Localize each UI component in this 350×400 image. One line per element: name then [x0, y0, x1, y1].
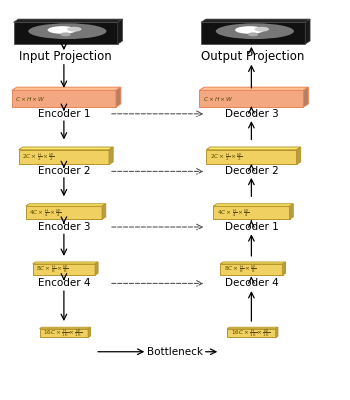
- Polygon shape: [33, 262, 98, 264]
- Polygon shape: [201, 22, 305, 44]
- Text: Output Projection: Output Projection: [202, 50, 305, 63]
- Polygon shape: [199, 87, 308, 90]
- Text: Encoder 1: Encoder 1: [38, 109, 90, 119]
- Ellipse shape: [61, 32, 71, 36]
- Text: $4C \times \frac{H}{4} \times \frac{W}{4}$: $4C \times \frac{H}{4} \times \frac{W}{4…: [217, 207, 249, 219]
- Ellipse shape: [216, 23, 294, 39]
- Text: Decoder 4: Decoder 4: [224, 278, 278, 288]
- Polygon shape: [199, 90, 303, 107]
- Ellipse shape: [48, 26, 77, 34]
- Polygon shape: [276, 327, 278, 338]
- Polygon shape: [118, 19, 122, 44]
- Polygon shape: [206, 147, 301, 150]
- Polygon shape: [227, 329, 276, 338]
- Polygon shape: [14, 22, 118, 44]
- Polygon shape: [40, 329, 88, 338]
- Text: $8C \times \frac{H}{8} \times \frac{W}{8}$: $8C \times \frac{H}{8} \times \frac{W}{8…: [36, 264, 68, 276]
- Text: $C \times H \times W$: $C \times H \times W$: [203, 95, 234, 103]
- Polygon shape: [220, 262, 286, 264]
- Polygon shape: [303, 87, 308, 107]
- Text: $16C \times \frac{H}{16} \times \frac{W}{16}$: $16C \times \frac{H}{16} \times \frac{W}…: [43, 327, 82, 339]
- Ellipse shape: [235, 26, 264, 34]
- Polygon shape: [227, 327, 278, 329]
- Polygon shape: [296, 147, 301, 164]
- Polygon shape: [289, 204, 293, 219]
- Polygon shape: [12, 90, 116, 107]
- Polygon shape: [305, 19, 310, 44]
- Text: $8C \times \frac{H}{8} \times \frac{W}{8}$: $8C \times \frac{H}{8} \times \frac{W}{8…: [224, 264, 256, 276]
- Polygon shape: [283, 262, 286, 275]
- Text: $4C \times \frac{H}{4} \times \frac{W}{4}$: $4C \times \frac{H}{4} \times \frac{W}{4…: [29, 207, 62, 219]
- Text: Encoder 4: Encoder 4: [38, 278, 90, 288]
- Polygon shape: [14, 19, 122, 22]
- Polygon shape: [213, 206, 289, 219]
- Text: Input Projection: Input Projection: [19, 50, 112, 63]
- Text: $C \times H \times W$: $C \times H \times W$: [15, 95, 46, 103]
- Polygon shape: [109, 147, 113, 164]
- Ellipse shape: [67, 27, 82, 32]
- Polygon shape: [102, 204, 106, 219]
- Ellipse shape: [248, 32, 258, 36]
- Polygon shape: [213, 204, 293, 206]
- Polygon shape: [19, 150, 109, 164]
- Polygon shape: [95, 262, 98, 275]
- Polygon shape: [40, 327, 90, 329]
- Text: $2C \times \frac{H}{2} \times \frac{W}{2}$: $2C \times \frac{H}{2} \times \frac{W}{2…: [22, 151, 55, 163]
- Polygon shape: [201, 19, 310, 22]
- Text: Encoder 2: Encoder 2: [38, 166, 90, 176]
- Polygon shape: [88, 327, 90, 338]
- Polygon shape: [26, 206, 102, 219]
- Polygon shape: [220, 264, 283, 275]
- Text: Encoder 3: Encoder 3: [38, 222, 90, 232]
- Text: Decoder 3: Decoder 3: [224, 109, 278, 119]
- Text: Decoder 2: Decoder 2: [224, 166, 278, 176]
- Text: Decoder 1: Decoder 1: [224, 222, 278, 232]
- Polygon shape: [26, 204, 106, 206]
- Text: Bottleneck: Bottleneck: [147, 347, 203, 357]
- Polygon shape: [12, 87, 121, 90]
- Polygon shape: [116, 87, 121, 107]
- Ellipse shape: [28, 23, 106, 39]
- Polygon shape: [19, 147, 113, 150]
- Ellipse shape: [254, 27, 269, 32]
- Polygon shape: [33, 264, 95, 275]
- Text: $16C \times \frac{H}{16} \times \frac{W}{16}$: $16C \times \frac{H}{16} \times \frac{W}…: [231, 327, 270, 339]
- Polygon shape: [206, 150, 296, 164]
- Text: $2C \times \frac{H}{2} \times \frac{W}{2}$: $2C \times \frac{H}{2} \times \frac{W}{2…: [210, 151, 242, 163]
